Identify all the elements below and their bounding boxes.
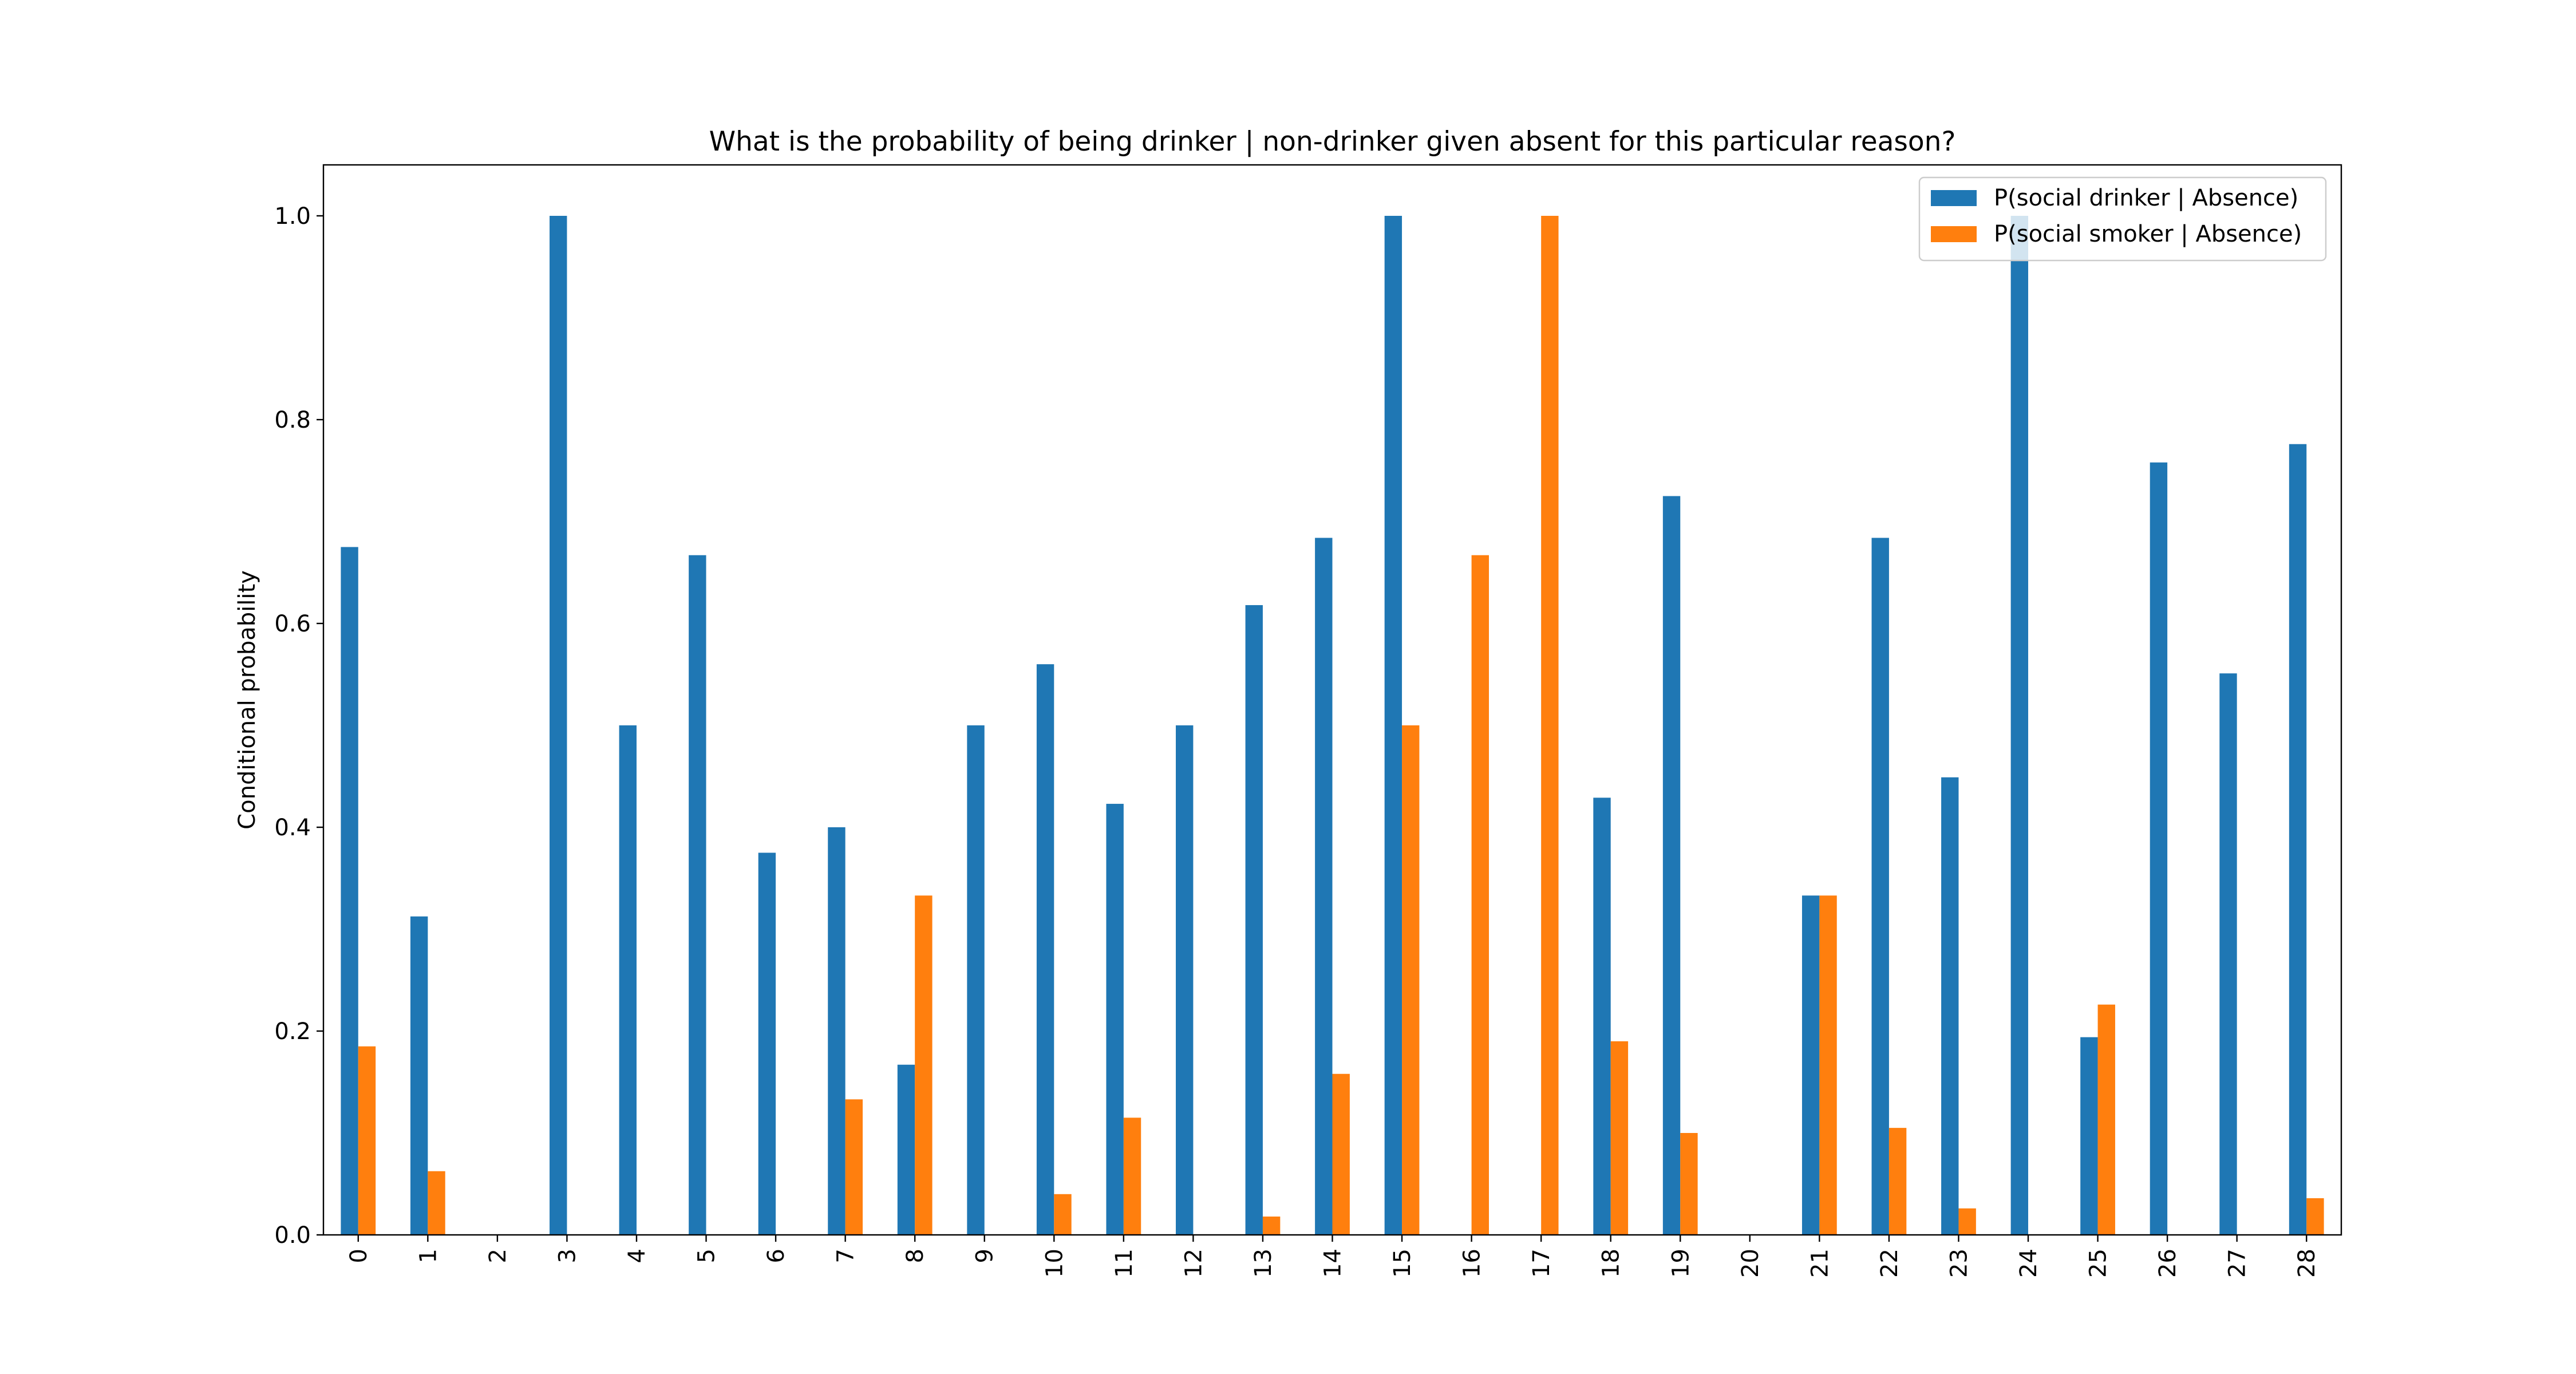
y-tick-label: 0.6 bbox=[274, 611, 311, 637]
bar-series-0-cat-19 bbox=[1662, 496, 1681, 1235]
x-tick-label: 4 bbox=[624, 1249, 650, 1263]
bar-series-0-cat-13 bbox=[1245, 605, 1263, 1235]
x-tick-label: 3 bbox=[554, 1249, 580, 1263]
x-tick-label: 10 bbox=[1041, 1249, 1068, 1278]
bar-series-0-cat-0 bbox=[341, 547, 358, 1235]
y-tick-label: 0.2 bbox=[274, 1018, 311, 1045]
x-tick-label: 8 bbox=[902, 1249, 929, 1263]
y-tick-label: 0.4 bbox=[274, 815, 311, 841]
bar-series-0-cat-26 bbox=[2150, 462, 2168, 1235]
x-tick-label: 24 bbox=[2016, 1249, 2042, 1278]
x-tick-label: 13 bbox=[1250, 1249, 1277, 1278]
bar-series-0-cat-21 bbox=[1801, 895, 1820, 1235]
plot-area: 0.00.20.40.60.81.00 1 2 3 4 5 6 7 8 9 10 11 12 13 14 15… bbox=[274, 164, 2342, 1278]
bar-series-1-cat-1 bbox=[428, 1171, 445, 1235]
y-tick-label: 0.0 bbox=[274, 1222, 311, 1249]
bar-series-0-cat-23 bbox=[1941, 777, 1959, 1235]
bar-series-1-cat-28 bbox=[2306, 1198, 2324, 1235]
legend-swatch-0 bbox=[1931, 190, 1977, 206]
x-tick-label: 26 bbox=[2155, 1249, 2181, 1278]
legend-label-0: P(social drinker | Absence) bbox=[1994, 185, 2298, 211]
x-tick-label: 1 bbox=[415, 1249, 441, 1263]
x-tick-label: 18 bbox=[1598, 1249, 1625, 1278]
bar-series-0-cat-11 bbox=[1106, 804, 1124, 1235]
bar-series-1-cat-23 bbox=[1958, 1208, 1976, 1235]
bar-series-1-cat-13 bbox=[1262, 1216, 1281, 1235]
bar-series-0-cat-27 bbox=[2219, 673, 2237, 1235]
bar-series-1-cat-25 bbox=[2097, 1004, 2115, 1235]
bar-series-0-cat-9 bbox=[967, 725, 985, 1235]
bar-series-1-cat-14 bbox=[1332, 1073, 1350, 1235]
bar-series-0-cat-24 bbox=[2010, 216, 2029, 1235]
x-tick-label: 7 bbox=[833, 1249, 859, 1263]
x-tick-label: 11 bbox=[1111, 1249, 1137, 1278]
bar-series-0-cat-1 bbox=[410, 916, 428, 1235]
bar-series-0-cat-3 bbox=[550, 216, 567, 1235]
y-axis-label: Conditional probability bbox=[234, 570, 260, 830]
x-tick-label: 19 bbox=[1668, 1249, 1694, 1278]
legend-swatch-1 bbox=[1931, 226, 1977, 242]
x-tick-label: 15 bbox=[1389, 1249, 1416, 1278]
chart-title: What is the probability of being drinker… bbox=[709, 126, 1956, 157]
x-tick-label: 28 bbox=[2294, 1249, 2320, 1278]
x-tick-label: 17 bbox=[1528, 1249, 1555, 1278]
bar-series-0-cat-12 bbox=[1176, 725, 1194, 1235]
legend-label-1: P(social smoker | Absence) bbox=[1994, 221, 2302, 247]
bar-series-0-cat-5 bbox=[689, 555, 706, 1235]
bar-series-1-cat-18 bbox=[1610, 1041, 1629, 1235]
x-tick-label: 14 bbox=[1320, 1249, 1346, 1278]
bar-series-0-cat-22 bbox=[1871, 538, 1889, 1235]
bar-series-1-cat-7 bbox=[845, 1099, 863, 1235]
y-tick-label: 1.0 bbox=[274, 203, 311, 230]
x-tick-label: 0 bbox=[346, 1249, 372, 1263]
bar-series-0-cat-15 bbox=[1384, 216, 1402, 1235]
bar-series-0-cat-25 bbox=[2080, 1037, 2098, 1235]
bar-series-1-cat-0 bbox=[358, 1046, 376, 1235]
legend: P(social drinker | Absence) P(social smok… bbox=[1918, 176, 2327, 262]
x-tick-label: 2 bbox=[485, 1249, 511, 1263]
bar-series-1-cat-15 bbox=[1402, 725, 1420, 1235]
x-tick-label: 5 bbox=[694, 1249, 720, 1263]
bar-series-0-cat-10 bbox=[1036, 664, 1054, 1235]
bar-series-0-cat-14 bbox=[1315, 538, 1333, 1235]
x-tick-label: 21 bbox=[1807, 1249, 1833, 1278]
bar-series-0-cat-28 bbox=[2289, 444, 2307, 1235]
bar-series-1-cat-8 bbox=[915, 895, 933, 1235]
bar-series-0-cat-18 bbox=[1593, 797, 1611, 1235]
bar-series-1-cat-10 bbox=[1054, 1194, 1072, 1235]
x-tick-label: 12 bbox=[1180, 1249, 1207, 1278]
bar-series-1-cat-11 bbox=[1123, 1118, 1141, 1235]
legend-box bbox=[1918, 176, 2327, 262]
x-tick-label: 23 bbox=[1946, 1249, 1972, 1278]
x-tick-label: 16 bbox=[1459, 1249, 1485, 1278]
x-tick-label: 27 bbox=[2225, 1249, 2251, 1278]
bar-series-1-cat-16 bbox=[1471, 555, 1489, 1235]
x-tick-label: 22 bbox=[1876, 1249, 1903, 1278]
bar-series-1-cat-22 bbox=[1888, 1128, 1907, 1235]
bar-series-0-cat-4 bbox=[619, 725, 637, 1235]
x-tick-label: 6 bbox=[763, 1249, 789, 1263]
x-tick-label: 25 bbox=[2085, 1249, 2112, 1278]
bar-series-0-cat-6 bbox=[758, 852, 776, 1235]
x-tick-label: 9 bbox=[972, 1249, 998, 1263]
bar-series-1-cat-17 bbox=[1541, 216, 1559, 1235]
y-tick-label: 0.8 bbox=[274, 407, 311, 433]
bar-series-1-cat-21 bbox=[1819, 895, 1837, 1235]
bar-series-1-cat-19 bbox=[1680, 1133, 1698, 1235]
bar-series-0-cat-8 bbox=[897, 1064, 915, 1235]
x-tick-label: 20 bbox=[1737, 1249, 1764, 1278]
bar-series-0-cat-7 bbox=[828, 827, 846, 1235]
